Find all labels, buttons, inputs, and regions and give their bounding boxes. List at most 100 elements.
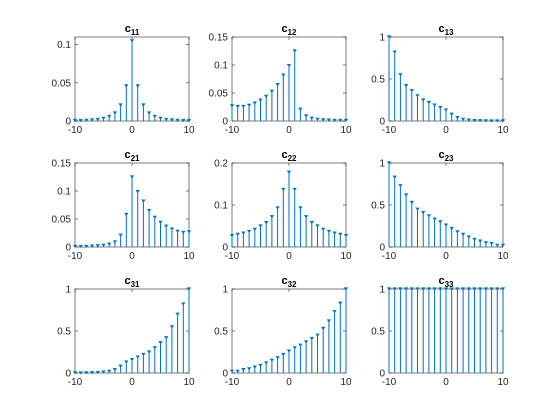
stem-marker bbox=[483, 119, 489, 123]
stem-marker bbox=[107, 242, 112, 246]
y-tick-label: 1 bbox=[379, 285, 385, 296]
stem-marker bbox=[478, 239, 483, 243]
panel-title: c11 bbox=[125, 23, 140, 37]
stem-marker bbox=[175, 229, 180, 233]
y-tick-label: 0.5 bbox=[371, 201, 385, 212]
stem-marker bbox=[269, 358, 275, 362]
y-tick-label: 1 bbox=[379, 33, 385, 44]
stem-marker bbox=[432, 217, 437, 221]
stem-marker bbox=[181, 119, 186, 123]
y-tick-label: 0.15 bbox=[52, 159, 72, 170]
panel-title-subscript: 23 bbox=[445, 154, 454, 163]
stem-marker bbox=[386, 161, 392, 165]
stem-marker bbox=[298, 343, 303, 347]
stem-marker bbox=[89, 118, 95, 122]
stem-marker bbox=[298, 107, 303, 111]
x-tick-label: 10 bbox=[183, 125, 195, 136]
stem-marker bbox=[472, 237, 477, 242]
stem-marker bbox=[152, 114, 157, 119]
stem-marker bbox=[449, 287, 454, 291]
stem-marker bbox=[186, 287, 192, 291]
stem-marker bbox=[332, 310, 337, 314]
panel-title-main: c bbox=[438, 275, 444, 287]
panel-title: c13 bbox=[438, 23, 454, 37]
x-tick-label: 10 bbox=[340, 251, 352, 262]
stem-marker bbox=[495, 287, 500, 291]
stem-marker bbox=[392, 287, 397, 291]
stem-marker bbox=[118, 364, 123, 368]
stem-marker bbox=[186, 119, 192, 123]
stem-marker bbox=[449, 226, 454, 231]
stem-marker bbox=[152, 215, 157, 219]
stem-marker bbox=[275, 83, 280, 87]
panel-title: c32 bbox=[281, 275, 297, 289]
stem-marker bbox=[472, 287, 477, 291]
stem-marker bbox=[95, 117, 100, 122]
stem-marker bbox=[275, 206, 280, 210]
stem-marker bbox=[275, 356, 280, 360]
stem-marker bbox=[246, 367, 252, 371]
y-tick-label: 0 bbox=[379, 243, 385, 254]
stem-marker bbox=[181, 302, 186, 306]
stem-marker bbox=[500, 243, 506, 247]
stem-marker bbox=[235, 104, 240, 109]
stem-marker bbox=[409, 200, 414, 205]
x-tick-label: 10 bbox=[183, 251, 195, 262]
stem-marker bbox=[438, 287, 443, 291]
stem-marker bbox=[489, 287, 494, 291]
panel-title-subscript: 12 bbox=[288, 28, 297, 37]
stem-marker bbox=[466, 235, 471, 239]
stem-marker bbox=[392, 50, 397, 54]
y-tick-label: 0 bbox=[222, 243, 228, 254]
stem-marker bbox=[269, 89, 275, 93]
stem-marker bbox=[495, 243, 500, 247]
stem-marker bbox=[141, 103, 146, 107]
stem-marker bbox=[152, 346, 157, 350]
stem-marker bbox=[169, 227, 175, 231]
y-tick-label: 0 bbox=[65, 243, 71, 254]
stem-marker bbox=[124, 212, 129, 217]
stem-marker bbox=[101, 116, 106, 120]
stem-marker bbox=[483, 241, 489, 245]
stem-marker bbox=[466, 118, 471, 122]
x-tick-label: 0 bbox=[286, 377, 292, 388]
stem-marker bbox=[101, 370, 106, 374]
stem-marker bbox=[72, 119, 78, 123]
stem-marker bbox=[489, 119, 494, 123]
stem-marker bbox=[241, 104, 246, 109]
stem-marker bbox=[164, 224, 169, 228]
panel-title-main: c bbox=[124, 149, 130, 161]
stem-marker bbox=[264, 94, 269, 98]
x-tick-label: 10 bbox=[497, 125, 509, 136]
panel-title-main: c bbox=[438, 149, 444, 161]
x-tick-label: 0 bbox=[443, 251, 449, 262]
x-tick-label: 0 bbox=[286, 125, 292, 136]
stem-marker bbox=[107, 369, 112, 373]
panel-title: c12 bbox=[281, 23, 297, 37]
stem-marker bbox=[472, 118, 477, 123]
y-tick-label: 0 bbox=[379, 369, 385, 380]
stem-marker bbox=[421, 98, 426, 102]
y-tick-label: 0.5 bbox=[371, 327, 385, 338]
stem-marker bbox=[264, 221, 269, 225]
stem-marker bbox=[478, 287, 483, 291]
stem-marker bbox=[338, 232, 343, 236]
stem-marker bbox=[409, 287, 414, 291]
x-tick-label: 0 bbox=[129, 377, 135, 388]
stem-marker bbox=[286, 63, 292, 68]
stem-marker bbox=[303, 215, 309, 219]
x-tick-label: -10 bbox=[382, 251, 397, 262]
stem-marker bbox=[118, 103, 123, 107]
panel-title-main: c bbox=[281, 149, 287, 161]
stem-marker bbox=[258, 224, 263, 228]
panel-title: c22 bbox=[281, 149, 297, 163]
y-tick-label: 0.5 bbox=[371, 75, 385, 86]
stem-marker bbox=[78, 119, 83, 123]
stem-marker bbox=[264, 361, 269, 365]
stem-marker bbox=[415, 207, 420, 211]
stem-marker bbox=[281, 352, 286, 357]
